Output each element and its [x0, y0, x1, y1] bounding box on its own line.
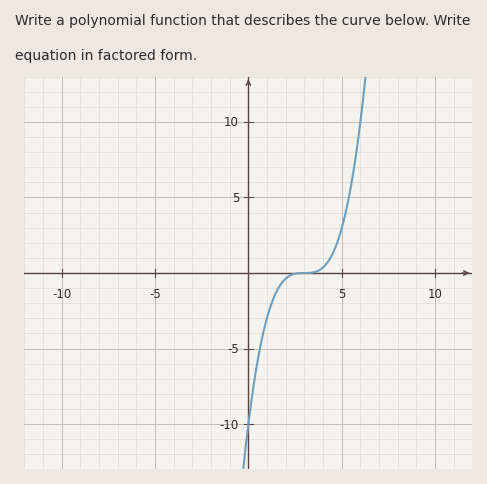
- Text: -5: -5: [149, 287, 161, 300]
- Text: equation in factored form.: equation in factored form.: [15, 49, 197, 63]
- Text: -10: -10: [220, 418, 239, 431]
- Text: -5: -5: [227, 342, 239, 355]
- Text: 5: 5: [232, 192, 239, 205]
- Text: 10: 10: [428, 287, 443, 300]
- Text: Write a polynomial function that describes the curve below. Write: Write a polynomial function that describ…: [15, 15, 470, 28]
- Text: 5: 5: [338, 287, 345, 300]
- Text: 10: 10: [224, 116, 239, 129]
- Text: -10: -10: [52, 287, 71, 300]
